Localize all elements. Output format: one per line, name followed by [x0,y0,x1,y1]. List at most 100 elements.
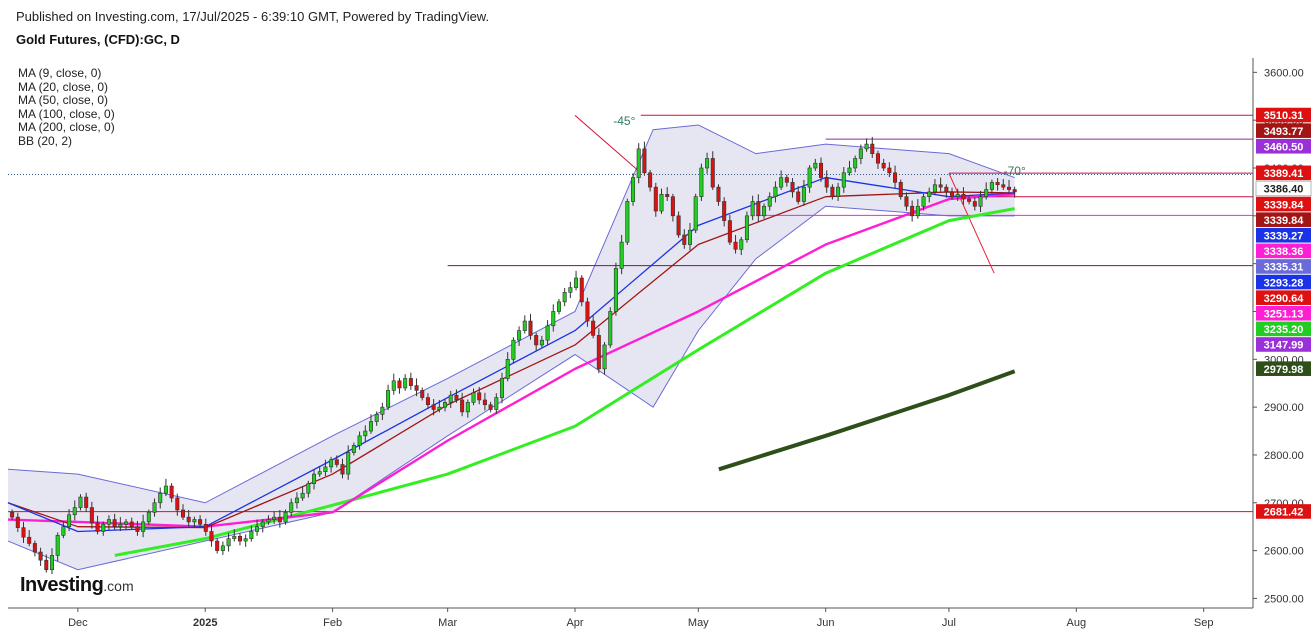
candle [881,158,886,171]
y-tick-label: 2500.00 [1264,593,1304,605]
candle [534,332,539,351]
candle [893,165,898,189]
price-label-bg [1256,227,1311,243]
candle [192,516,197,528]
candle [397,377,402,394]
candle [858,144,863,165]
x-tick-label: Jun [817,617,835,629]
candle-body [471,392,476,403]
angle-label-0: -45° [613,114,635,128]
candle [163,478,168,497]
candle [129,517,134,530]
candle [351,442,356,456]
candle [705,152,710,174]
candle-body [784,177,789,183]
candle [499,372,505,404]
candle-body [653,186,658,212]
candle [101,521,106,536]
candle [363,425,368,442]
candle [659,188,664,214]
candle-body [494,397,499,410]
candle-body [762,205,767,217]
candle [517,326,522,346]
candle-body [129,521,134,527]
candle [482,392,487,411]
candle [978,190,983,212]
candle [454,389,459,403]
legend-ma200[interactable]: MA (200, close, 0) [18,120,115,135]
candle-body [27,536,32,544]
candle [744,211,749,243]
price-label: 3389.41 [1256,165,1311,181]
candle [972,197,977,211]
candle [511,337,516,364]
legend-ma100[interactable]: MA (100, close, 0) [18,106,115,121]
candle [243,534,248,547]
candle [733,234,738,254]
candle [198,515,203,528]
candle [870,136,875,158]
candle-body [807,167,812,188]
bollinger-bands [7,124,1015,571]
candle [653,182,658,217]
candle-body [585,301,590,322]
candle-body [984,189,989,197]
price-label-bg [1256,361,1311,376]
candle [961,187,966,205]
candle [488,401,493,413]
legend-bb[interactable]: BB (20, 2) [18,133,73,148]
price-label-bg [1256,321,1311,337]
candle [448,390,453,409]
candle-body [237,535,242,542]
price-label-bg [1256,165,1311,181]
candle [562,288,567,307]
price-label-bg [1256,290,1311,305]
published-header: Published on Investing.com, 17/Jul/2025 … [16,9,490,24]
candle [118,517,123,531]
candle [579,275,584,307]
price-label-bg [1256,243,1311,259]
candle-body [847,167,852,174]
candle-body [676,215,681,236]
candle-body [21,527,26,538]
y-tick-label: 2900.00 [1264,402,1304,414]
candle [608,307,613,348]
candle-body [824,177,829,188]
candle [158,487,163,509]
candle-body [961,194,966,200]
candle [232,529,237,542]
legend-ma20[interactable]: MA (20, close, 0) [18,79,109,94]
candle-body [511,339,516,360]
candle-body [841,172,846,188]
candle [391,373,396,395]
candle [215,538,220,554]
candle [556,299,561,315]
candle-body [818,162,824,178]
candle-body [773,186,778,197]
candle-body [779,177,784,188]
candle-body [927,191,932,197]
candle-body [989,182,994,190]
candle-body [921,196,926,207]
candle-body [465,402,470,413]
candle [357,431,362,450]
price-label-bg [1256,504,1311,519]
price-label-text: 3339.27 [1264,230,1304,242]
candle-body [124,521,129,525]
price-label-text: 3493.77 [1264,126,1304,138]
investing-logo: Investing.com [20,574,134,597]
legend-ma50[interactable]: MA (50, close, 0) [18,93,109,108]
price-label-bg [1256,107,1311,123]
horizontal-levels [8,114,1253,513]
candle [648,169,653,192]
candle-body [596,335,601,370]
candle [670,193,675,222]
candle-body [1006,186,1011,190]
legend-ma9[interactable]: MA (9, close, 0) [18,66,102,80]
candle-body [334,459,339,465]
candle-body [351,445,356,453]
candle [84,492,89,512]
candle-body [363,430,368,437]
candle [710,151,715,190]
